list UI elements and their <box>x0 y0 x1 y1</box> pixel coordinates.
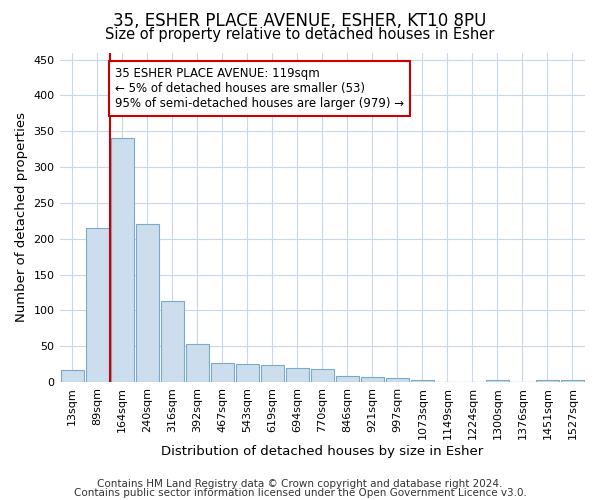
Text: Size of property relative to detached houses in Esher: Size of property relative to detached ho… <box>106 28 494 42</box>
Bar <box>211 364 233 382</box>
Text: 35, ESHER PLACE AVENUE, ESHER, KT10 8PU: 35, ESHER PLACE AVENUE, ESHER, KT10 8PU <box>113 12 487 30</box>
Bar <box>110 138 134 382</box>
Bar <box>185 344 209 382</box>
Text: Contains HM Land Registry data © Crown copyright and database right 2024.: Contains HM Land Registry data © Crown c… <box>97 479 503 489</box>
Bar <box>361 377 384 382</box>
Bar <box>386 378 409 382</box>
Bar <box>161 301 184 382</box>
Bar <box>536 380 559 382</box>
Text: 35 ESHER PLACE AVENUE: 119sqm
← 5% of detached houses are smaller (53)
95% of se: 35 ESHER PLACE AVENUE: 119sqm ← 5% of de… <box>115 68 404 110</box>
Bar <box>311 369 334 382</box>
Bar <box>86 228 109 382</box>
Bar <box>486 380 509 382</box>
Bar <box>286 368 309 382</box>
Bar <box>61 370 83 382</box>
Bar <box>261 365 284 382</box>
Bar <box>236 364 259 382</box>
X-axis label: Distribution of detached houses by size in Esher: Distribution of detached houses by size … <box>161 444 484 458</box>
Bar <box>411 380 434 382</box>
Text: Contains public sector information licensed under the Open Government Licence v3: Contains public sector information licen… <box>74 488 526 498</box>
Bar <box>561 380 584 382</box>
Y-axis label: Number of detached properties: Number of detached properties <box>15 112 28 322</box>
Bar <box>336 376 359 382</box>
Bar <box>136 224 158 382</box>
